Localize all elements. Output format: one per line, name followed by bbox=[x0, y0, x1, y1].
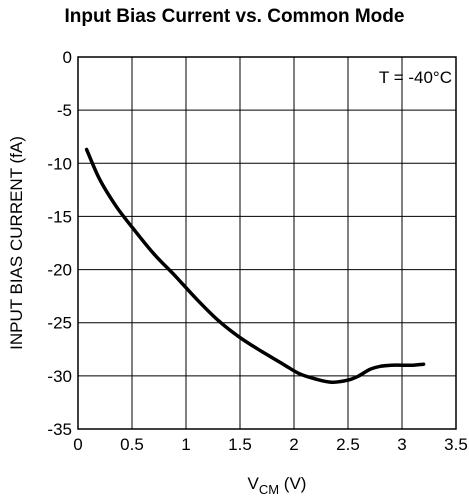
series-line bbox=[84, 147, 426, 384]
x-tick-label: 0.5 bbox=[120, 435, 144, 454]
x-tick-label: 1.5 bbox=[228, 435, 252, 454]
y-tick-label: -5 bbox=[57, 101, 72, 120]
plot-area bbox=[77, 56, 457, 430]
x-tick-label: 2 bbox=[289, 435, 298, 454]
x-tick-label: 3 bbox=[397, 435, 406, 454]
tick-labels: 0 0.5 1 1.5 2 2.5 3 3.5 0 -5 -10 -15 -20 -25 -30 -35 bbox=[47, 48, 467, 454]
y-axis-title: INPUT BIAS CURRENT (fA) bbox=[7, 136, 26, 350]
x-tick-label: 3.5 bbox=[444, 435, 468, 454]
x-axis-title-unit: (V) bbox=[279, 474, 306, 493]
x-tick-label: 2.5 bbox=[336, 435, 360, 454]
y-tick-label: -15 bbox=[47, 207, 72, 226]
temperature-annotation: T = -40°C bbox=[379, 68, 452, 87]
x-tick-label: 0 bbox=[73, 435, 82, 454]
x-tick-label: 1 bbox=[181, 435, 190, 454]
x-axis-title-main: V bbox=[248, 474, 260, 493]
x-axis-title: VCM (V) bbox=[248, 474, 307, 497]
y-tick-label: -20 bbox=[47, 261, 72, 280]
y-tick-label: 0 bbox=[63, 48, 72, 67]
y-tick-label: -25 bbox=[47, 314, 72, 333]
grid-lines bbox=[77, 56, 457, 430]
x-axis-title-sub: CM bbox=[259, 482, 279, 497]
y-tick-label: -35 bbox=[47, 420, 72, 439]
y-tick-label: -10 bbox=[47, 154, 72, 173]
chart-title: Input Bias Current vs. Common Mode bbox=[64, 6, 405, 27]
y-tick-label: -30 bbox=[47, 367, 72, 386]
